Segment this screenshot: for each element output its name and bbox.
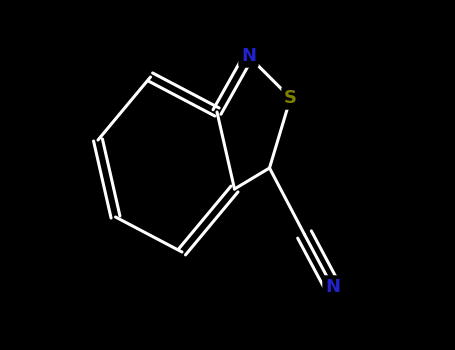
Text: N: N — [325, 278, 340, 296]
Text: N: N — [241, 47, 256, 65]
Text: S: S — [284, 89, 297, 107]
